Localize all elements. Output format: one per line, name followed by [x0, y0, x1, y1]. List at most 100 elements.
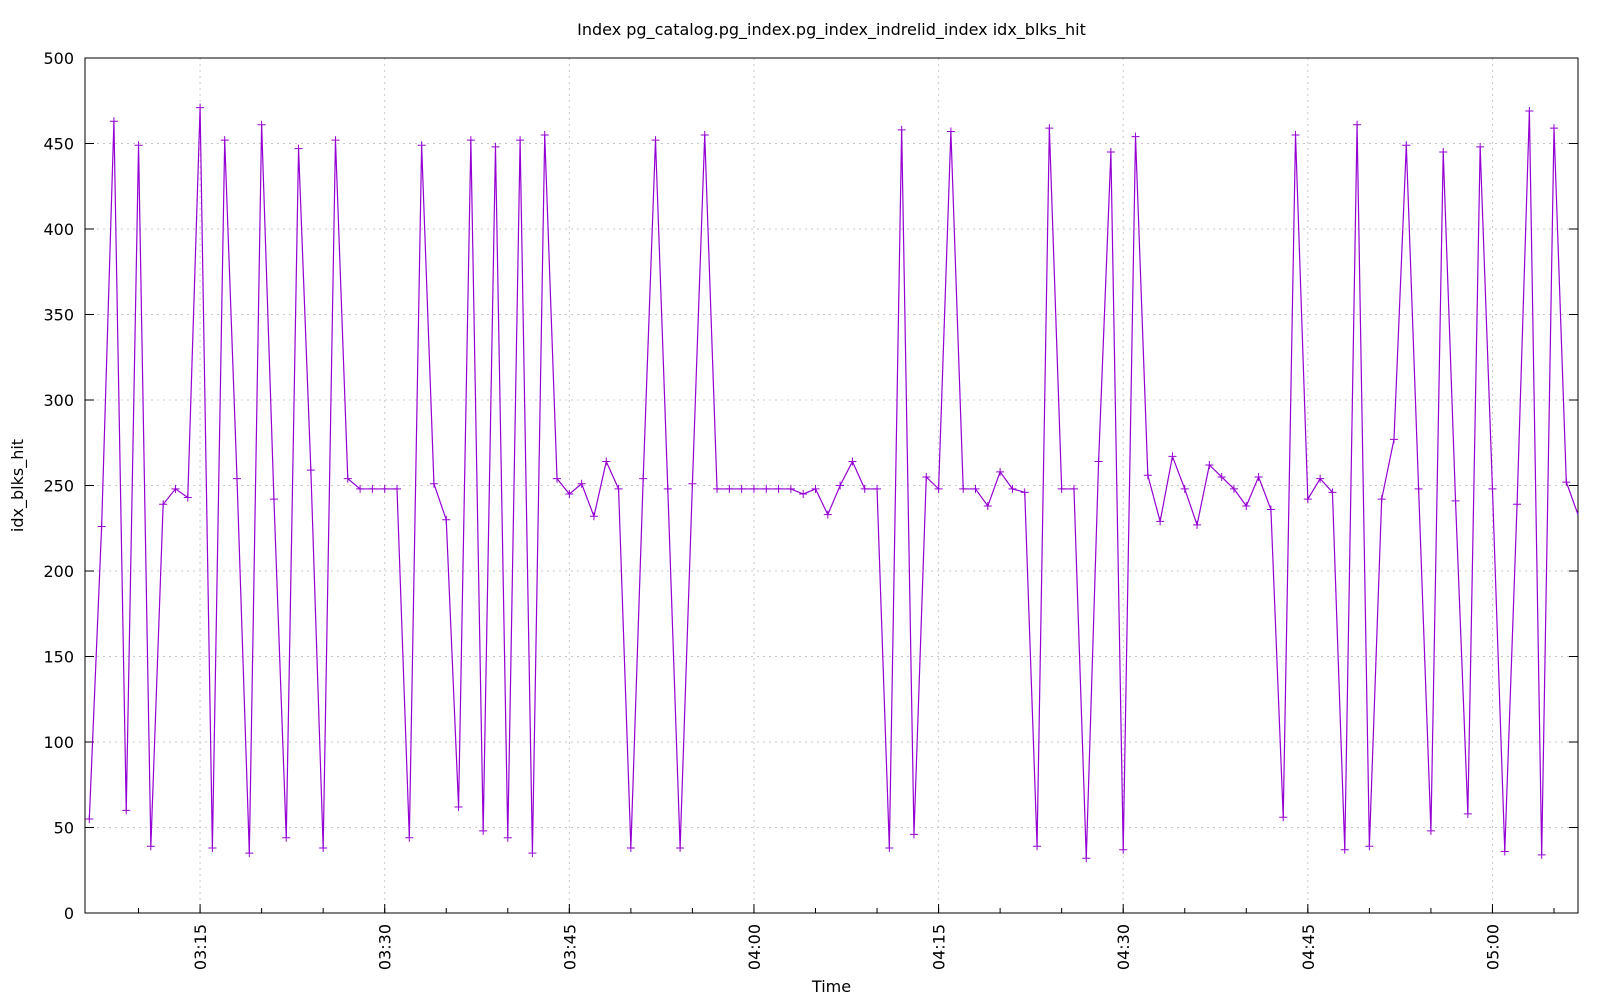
data-point — [885, 844, 894, 853]
data-points — [85, 103, 1571, 863]
data-point — [466, 136, 475, 145]
x-tick-label: 05:00 — [1483, 924, 1502, 970]
data-point — [1476, 142, 1485, 151]
data-point — [1562, 478, 1571, 487]
data-point — [577, 479, 586, 488]
data-point — [909, 830, 918, 839]
data-point — [503, 833, 512, 842]
data-point — [1217, 472, 1226, 481]
data-point — [1143, 471, 1152, 480]
data-point — [220, 136, 229, 145]
data-point — [860, 484, 869, 493]
y-tick-label: 50 — [54, 819, 74, 838]
data-point — [319, 844, 328, 853]
data-point — [971, 484, 980, 493]
data-point — [1082, 854, 1091, 863]
data-point — [97, 522, 106, 531]
data-point — [713, 484, 722, 493]
data-point — [1426, 826, 1435, 835]
data-point — [774, 484, 783, 493]
data-point — [257, 120, 266, 129]
y-tick-label: 0 — [64, 904, 74, 923]
data-point — [1266, 505, 1275, 514]
data-point — [134, 141, 143, 150]
x-axis-label: Time — [811, 977, 851, 996]
data-point — [1106, 148, 1115, 157]
data-point — [823, 510, 832, 519]
data-point — [491, 142, 500, 151]
data-point — [516, 136, 525, 145]
data-point — [1328, 488, 1337, 497]
grid — [85, 58, 1578, 913]
y-axis: 0 50 100 150 200 250 300 350 400 450 500 — [43, 49, 1578, 923]
x-axis: 03:15 03:30 03:45 04:00 04:15 04:30 04:45 05:00 — [138, 904, 1555, 970]
y-tick-label: 400 — [43, 220, 74, 239]
data-point — [1537, 850, 1546, 859]
data-point — [343, 474, 352, 483]
x-tick-label: 03:45 — [560, 924, 579, 970]
data-point — [1525, 107, 1534, 116]
data-point — [1119, 845, 1128, 854]
data-point — [1168, 452, 1177, 461]
data-point — [1451, 496, 1460, 505]
data-point — [1180, 484, 1189, 493]
data-point — [1365, 842, 1374, 851]
data-point — [1156, 517, 1165, 526]
data-point — [1439, 148, 1448, 157]
y-tick-label: 450 — [43, 135, 74, 154]
data-point — [208, 844, 217, 853]
data-point — [405, 833, 414, 842]
data-point — [1353, 120, 1362, 129]
data-point — [602, 457, 611, 466]
data-point — [380, 484, 389, 493]
data-point — [614, 484, 623, 493]
data-point — [1193, 520, 1202, 529]
data-point — [996, 467, 1005, 476]
data-point — [651, 136, 660, 145]
data-point — [1020, 488, 1029, 497]
data-point — [146, 842, 155, 851]
x-tick-label: 04:15 — [930, 924, 949, 970]
data-point — [282, 833, 291, 842]
data-point — [1057, 484, 1066, 493]
data-point — [1291, 130, 1300, 139]
data-point — [85, 814, 94, 823]
data-point — [159, 500, 168, 509]
y-tick-label: 200 — [43, 562, 74, 581]
data-point — [897, 125, 906, 134]
data-point — [749, 484, 758, 493]
data-point — [663, 484, 672, 493]
x-tick-label: 04:45 — [1299, 924, 1318, 970]
data-point — [1205, 460, 1214, 469]
data-point — [269, 495, 278, 504]
x-tick-label: 04:30 — [1114, 924, 1133, 970]
data-point — [873, 484, 882, 493]
data-point — [1488, 484, 1497, 493]
data-point — [1131, 132, 1140, 141]
data-point — [725, 484, 734, 493]
data-point — [1377, 495, 1386, 504]
x-tick-label: 03:15 — [191, 924, 210, 970]
data-point — [799, 490, 808, 499]
data-point — [1463, 809, 1472, 818]
data-point — [1500, 847, 1509, 856]
data-point — [811, 484, 820, 493]
chart-title: Index pg_catalog.pg_index.pg_index_indre… — [577, 20, 1086, 40]
data-point — [1550, 124, 1558, 133]
data-point — [836, 481, 845, 490]
data-point — [122, 806, 131, 815]
data-point — [1069, 484, 1078, 493]
data-point — [196, 103, 205, 112]
data-point — [1254, 472, 1263, 481]
data-point — [639, 474, 648, 483]
data-point — [393, 484, 402, 493]
y-tick-label: 150 — [43, 648, 74, 667]
data-point — [454, 802, 463, 811]
data-point — [553, 474, 562, 483]
data-point — [331, 136, 340, 145]
data-point — [429, 479, 438, 488]
data-point — [688, 479, 697, 488]
data-point — [442, 515, 451, 524]
data-point — [1340, 845, 1349, 854]
